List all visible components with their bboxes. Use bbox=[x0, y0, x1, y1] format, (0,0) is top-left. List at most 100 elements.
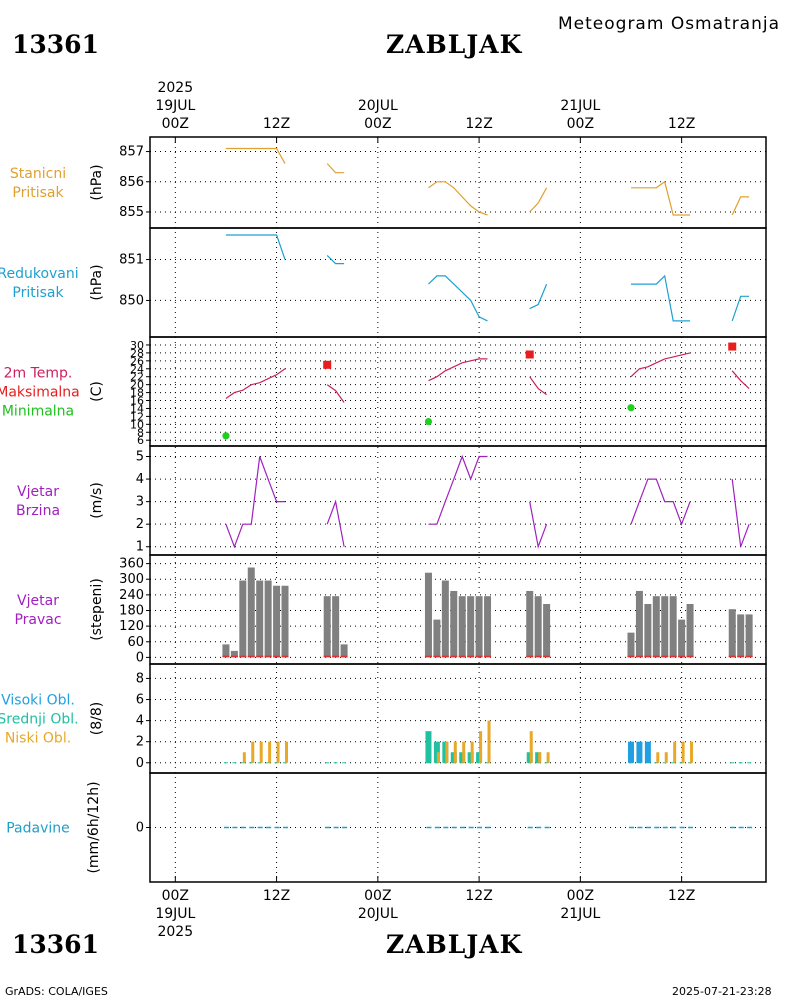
cloud-bar-niski bbox=[268, 741, 272, 763]
date-label: 19JUL bbox=[155, 906, 195, 922]
cloud-bar-niski bbox=[546, 752, 550, 763]
x-tick-label: 12Z bbox=[263, 888, 290, 904]
wind-direction-bar bbox=[340, 644, 348, 658]
date-label: 20JUL bbox=[358, 98, 398, 114]
date-label: 21JUL bbox=[560, 98, 600, 114]
min-temp-marker bbox=[627, 404, 635, 412]
series-line bbox=[631, 180, 691, 216]
panel-label: Vjetar bbox=[17, 484, 59, 500]
y-tick-label: 20 bbox=[130, 379, 144, 392]
panel-unit: (C) bbox=[89, 381, 105, 402]
wind-direction-bar bbox=[737, 614, 745, 658]
y-tick-label: 16 bbox=[130, 395, 144, 408]
panel-label: Pritisak bbox=[12, 285, 64, 301]
series-line bbox=[326, 163, 345, 174]
series-line bbox=[326, 254, 345, 265]
panel-padavine: 0 (mm/6h/12h) Padavine bbox=[6, 772, 767, 883]
x-tick-label: 00Z bbox=[162, 888, 189, 904]
station-id: 13361 bbox=[12, 30, 99, 59]
panel-label: Niski Obl. bbox=[5, 731, 71, 747]
panel-brzina: 1 2 3 4 5 (m/s) Vjetar Brzina bbox=[16, 445, 767, 556]
cloud-bar-niski bbox=[681, 741, 685, 763]
wind-direction-bar bbox=[264, 580, 272, 658]
grads-credit: GrADS: COLA/IGES bbox=[5, 985, 108, 998]
cloud-bar-visoki bbox=[636, 741, 643, 763]
cloud-bar-niski bbox=[285, 741, 289, 763]
y-tick-label: 857 bbox=[119, 145, 144, 160]
y-tick-label: 2 bbox=[136, 517, 144, 532]
wind-direction-bar bbox=[678, 619, 686, 658]
cloud-bar-srednji bbox=[425, 731, 432, 763]
y-tick-label: 6 bbox=[136, 693, 144, 708]
cloud-bar-niski bbox=[445, 741, 449, 763]
y-tick-label: 3 bbox=[136, 495, 144, 510]
y-tick-label: 22 bbox=[130, 371, 144, 384]
series-line bbox=[326, 499, 345, 547]
y-tick-label: 4 bbox=[136, 472, 144, 487]
y-tick-label: 851 bbox=[119, 253, 144, 268]
series-line bbox=[225, 456, 285, 549]
wind-direction-bar bbox=[686, 603, 694, 658]
wind-direction-bar bbox=[543, 603, 551, 658]
cloud-bar-niski bbox=[259, 741, 263, 763]
y-tick-label: 180 bbox=[119, 604, 144, 619]
panel-label: Stanicni bbox=[10, 166, 66, 182]
series-line bbox=[326, 384, 345, 403]
series-line bbox=[225, 147, 286, 164]
series-line bbox=[731, 196, 750, 216]
panel-label: Visoki Obl. bbox=[1, 693, 75, 709]
station-name: ZABLJAK bbox=[386, 30, 523, 59]
cloud-bar-niski bbox=[673, 741, 677, 763]
wind-direction-bar bbox=[644, 603, 652, 658]
cloud-bar-niski bbox=[664, 752, 668, 763]
wind-direction-bar bbox=[281, 585, 289, 658]
wind-direction-bar bbox=[424, 572, 432, 658]
y-tick-label: 60 bbox=[127, 635, 144, 650]
date-label: 19JUL bbox=[155, 98, 195, 114]
series-line bbox=[428, 181, 488, 216]
x-tick-label: 00Z bbox=[364, 888, 391, 904]
y-tick-label: 8 bbox=[136, 671, 144, 686]
y-tick-label: 855 bbox=[119, 205, 144, 220]
cloud-bar-niski bbox=[656, 752, 660, 763]
footer-station-name: ZABLJAK bbox=[386, 930, 523, 959]
x-tick-label: 00Z bbox=[364, 116, 391, 132]
series-line bbox=[529, 187, 548, 213]
y-tick-label: 300 bbox=[119, 572, 144, 587]
x-tick-label: 12Z bbox=[668, 116, 695, 132]
wind-direction-bar bbox=[332, 596, 340, 658]
wind-direction-bar bbox=[534, 596, 542, 658]
cloud-bar-niski bbox=[276, 741, 280, 763]
cloud-bar-niski bbox=[487, 720, 491, 763]
panel-unit: (hPa) bbox=[89, 164, 105, 200]
panel-label: Padavine bbox=[6, 821, 70, 837]
x-tick-label: 12Z bbox=[263, 116, 290, 132]
cloud-bar-visoki bbox=[627, 741, 634, 763]
panel-frame bbox=[149, 445, 767, 556]
wind-direction-bar bbox=[450, 590, 458, 658]
y-tick-label: 856 bbox=[119, 175, 144, 190]
y-tick-label: 5 bbox=[136, 450, 144, 465]
y-tick-label: 28 bbox=[130, 347, 144, 360]
panel-label: Redukovani bbox=[0, 266, 79, 282]
wind-direction-bar bbox=[433, 619, 441, 658]
series-line bbox=[529, 501, 548, 549]
x-tick-label: 12Z bbox=[465, 116, 492, 132]
footer-timestamp: 2025-07-21-23:28 bbox=[672, 985, 772, 998]
series-line bbox=[428, 275, 488, 322]
panel-unit: (m/s) bbox=[89, 482, 105, 519]
y-tick-label: 0 bbox=[136, 821, 144, 836]
panel-label: Vjetar bbox=[17, 593, 59, 609]
wind-direction-bar bbox=[467, 596, 475, 658]
series-line bbox=[529, 376, 547, 396]
series-line bbox=[630, 352, 691, 378]
y-tick-label: 0 bbox=[136, 756, 144, 771]
cloud-bar-niski bbox=[436, 752, 440, 763]
panel-stanicni: 855 856 857 (hPa) Stanicni Pritisak bbox=[10, 136, 767, 229]
cloud-bar-niski bbox=[538, 752, 542, 763]
x-tick-label: 00Z bbox=[162, 116, 189, 132]
wind-direction-bar bbox=[475, 596, 483, 658]
